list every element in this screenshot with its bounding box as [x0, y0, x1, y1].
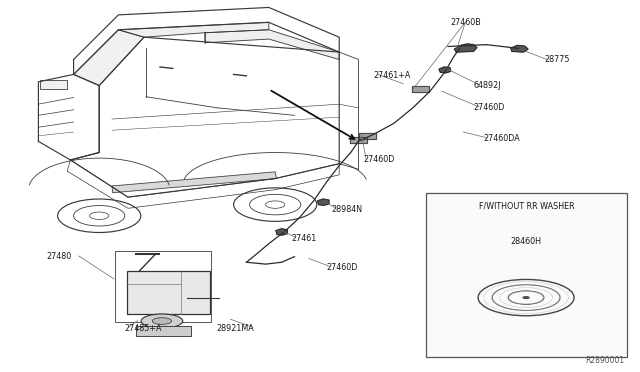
Polygon shape	[112, 172, 276, 193]
Polygon shape	[118, 22, 269, 37]
FancyBboxPatch shape	[426, 193, 627, 357]
Text: R2890001: R2890001	[585, 356, 624, 365]
Ellipse shape	[523, 296, 529, 299]
Polygon shape	[205, 30, 339, 60]
Polygon shape	[439, 67, 451, 73]
Polygon shape	[350, 137, 367, 143]
Text: 64892J: 64892J	[474, 81, 501, 90]
Text: 27461: 27461	[291, 234, 316, 243]
Polygon shape	[511, 45, 528, 52]
Text: F/WITHOUT RR WASHER: F/WITHOUT RR WASHER	[479, 202, 574, 211]
Polygon shape	[454, 44, 477, 52]
Text: 27460B: 27460B	[451, 18, 481, 27]
Polygon shape	[74, 30, 144, 86]
Text: 27460D: 27460D	[474, 103, 505, 112]
Text: 27460D: 27460D	[363, 155, 394, 164]
Text: 28984N: 28984N	[332, 205, 363, 214]
FancyBboxPatch shape	[127, 271, 210, 314]
Text: 27485+A: 27485+A	[125, 324, 163, 333]
Text: 27480: 27480	[46, 252, 71, 261]
Text: 27461+A: 27461+A	[373, 71, 410, 80]
Text: 28460H: 28460H	[511, 237, 541, 246]
Text: 27460DA: 27460DA	[483, 134, 520, 143]
FancyBboxPatch shape	[136, 326, 191, 336]
Text: 28775: 28775	[544, 55, 570, 64]
Polygon shape	[317, 199, 329, 205]
Ellipse shape	[141, 314, 183, 328]
Text: 27460D: 27460D	[326, 263, 358, 272]
Ellipse shape	[152, 318, 172, 324]
FancyBboxPatch shape	[40, 80, 67, 89]
Polygon shape	[359, 133, 376, 139]
Polygon shape	[276, 229, 287, 235]
Text: 28921MA: 28921MA	[216, 324, 254, 333]
Polygon shape	[412, 86, 429, 92]
